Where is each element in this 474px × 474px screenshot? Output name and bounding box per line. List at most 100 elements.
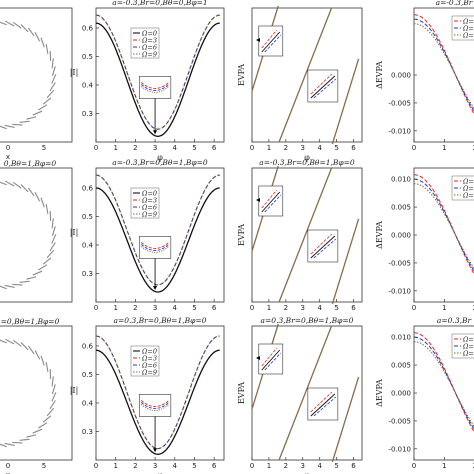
x-tick-label: 0 — [6, 144, 10, 152]
x-tick-label: 6 — [212, 144, 217, 152]
evpa-tick-mark — [49, 400, 56, 410]
y-tick-label: 0.000 — [391, 72, 411, 80]
inset-curve — [310, 391, 333, 413]
x-tick-label: 0 — [250, 304, 254, 312]
legend-entry: Ω=9 — [462, 192, 474, 200]
panel-title: 0,Bθ=1,Bφ=0 — [4, 159, 57, 168]
y-tick-label: 0.6 — [82, 24, 94, 32]
evpa-tick-mark — [12, 441, 23, 444]
legend-entry: Ω=0 — [141, 30, 157, 38]
evpa-tick-mark — [12, 283, 23, 286]
panel-title: a=-0.3,Br — [436, 0, 473, 7]
y-tick-label: 0.6 — [82, 342, 94, 350]
legend-entry: Ω=6 — [462, 343, 474, 351]
legend-entry: Ω=3 — [462, 18, 474, 26]
y-tick-label: -0.010 — [388, 445, 411, 453]
zoom-inset — [139, 394, 172, 417]
legend-entry: Ω=3 — [462, 336, 474, 344]
x-tick-label: 2 — [133, 144, 137, 152]
y-tick-label: 0.5 — [82, 213, 93, 221]
series-line — [413, 23, 474, 109]
evpa-tick-mark — [45, 361, 49, 373]
panel-title: a=-0.3,Br=0,Bθ=1,Bφ=0 — [259, 158, 355, 167]
series-line — [95, 187, 220, 293]
evpa-tick-mark — [20, 24, 29, 33]
y-tick-label: 0.4 — [82, 399, 94, 407]
evpa-curve — [278, 7, 333, 143]
y-tick-label: -0.005 — [388, 259, 411, 267]
panel-frame — [0, 325, 73, 461]
evpa-tick-mark — [38, 104, 48, 111]
x-axis-label: x — [6, 471, 10, 474]
evpa-tick-mark — [40, 355, 45, 366]
panel-frame — [95, 167, 225, 303]
x-tick-label: 6 — [351, 144, 356, 152]
y-tick-label: 0.3 — [82, 110, 93, 118]
inset-curve — [141, 82, 170, 89]
y-tick-label: 0.6 — [82, 184, 94, 192]
x-tick-label: 1 — [113, 304, 117, 312]
x-tick-label: 1 — [442, 304, 446, 312]
x-tick-label: 6 — [351, 304, 356, 312]
arrow-head-icon — [153, 286, 158, 291]
legend-entry: Ω=9 — [141, 211, 157, 219]
arrow-head-icon — [153, 130, 158, 135]
x-tick-label: 5 — [334, 462, 338, 470]
y-tick-label: 0.005 — [391, 204, 411, 212]
y-axis-label: ΔEVPA — [375, 379, 384, 407]
evpa-tick-mark — [26, 434, 37, 438]
delta-evpa-panel: 0.010 0.005 0.000 -0.005 -0.010 0 1 2 ΔEVPA a=0.3… — [375, 316, 474, 470]
inset-curve — [313, 78, 337, 99]
legend-entry: Ω=6 — [141, 362, 157, 370]
x-tick-label: 1 — [113, 462, 117, 470]
evpa-tick-mark — [0, 285, 7, 290]
legend-entry: Ω=0 — [141, 190, 157, 198]
y-tick-label: 0.3 — [82, 428, 93, 436]
series-line — [95, 22, 220, 137]
evpa-tick-mark — [49, 82, 56, 92]
evpa-tick-mark — [0, 181, 7, 186]
y-tick-label: 0.4 — [82, 81, 94, 89]
legend-entry: Ω=3 — [462, 178, 474, 186]
delta-evpa-panel: 0.000 -0.005 -0.010 0 1 2 ΔEVPA a=-0.3,Br Ω=3Ω=6… — [375, 0, 474, 152]
series-line — [95, 14, 220, 130]
inset-curve — [261, 31, 281, 53]
evpa-tick-mark — [40, 197, 45, 208]
series-line — [413, 183, 474, 269]
x-axis-label: φ — [157, 153, 163, 162]
evpa-tick-mark — [51, 384, 56, 395]
evpa-curve — [278, 167, 333, 303]
evpa-tick-mark — [4, 124, 15, 128]
evpa-tick-mark — [40, 37, 45, 48]
y-axis-label: ΔEVPA — [375, 221, 384, 249]
y-tick-label: 0.4 — [82, 241, 94, 249]
evpa-tick-mark — [51, 376, 54, 387]
x-tick-label: 5 — [192, 304, 196, 312]
inset-curve — [313, 238, 337, 259]
polarization-pattern-panel: 0 5 x =0,Bθ=1,Bφ=0 — [0, 317, 73, 474]
panel-title: a=0.3,Br=0,Bθ=1,Bφ=0 — [261, 316, 354, 325]
evpa-tick-mark — [27, 187, 35, 197]
x-tick-label: 0 — [94, 462, 98, 470]
x-tick-label: 0 — [250, 144, 254, 152]
evpa-tick-mark — [12, 123, 23, 126]
x-tick-label: 1 — [267, 304, 271, 312]
x-tick-label: 2 — [284, 304, 288, 312]
x-tick-label: 2 — [133, 462, 137, 470]
panel-frame — [95, 325, 225, 461]
inset-curve — [264, 194, 282, 213]
evpa-tick-mark — [51, 234, 57, 244]
legend-entry: Ω=6 — [141, 204, 157, 212]
y-tick-label: -0.005 — [388, 417, 411, 425]
x-tick-label: 1 — [267, 144, 271, 152]
x-tick-label: 3 — [153, 144, 157, 152]
evpa-panel: 0 1 2 3 4 5 6 EVPA φ — [237, 5, 363, 162]
inset-curve — [261, 349, 281, 371]
panel-title: a=0.3,Br=0,Bθ=1,Bφ=0 — [114, 316, 207, 325]
inset-curve — [310, 233, 333, 255]
x-tick-label: 2 — [284, 462, 288, 470]
x-tick-label: 6 — [212, 462, 217, 470]
x-tick-label: 0 — [94, 144, 98, 152]
x-tick-label: 4 — [317, 462, 322, 470]
x-tick-label: 1 — [113, 144, 117, 152]
